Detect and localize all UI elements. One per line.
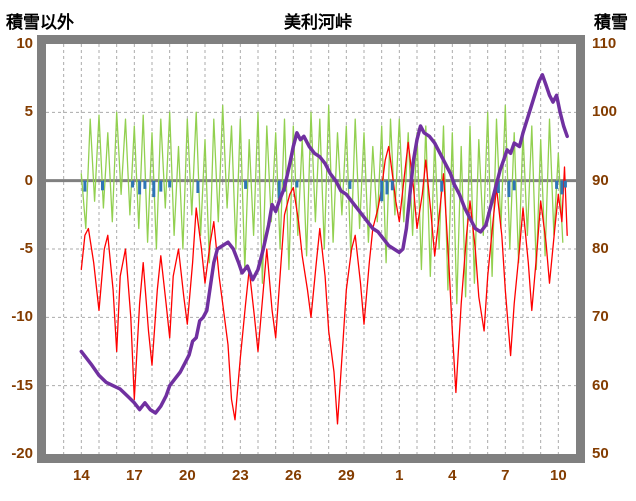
blue-bar-series bbox=[168, 180, 172, 188]
blue-bar-series bbox=[196, 180, 200, 193]
axis-tick-label: 50 bbox=[592, 445, 609, 462]
axis-tick-label: 20 bbox=[178, 467, 196, 484]
blue-bar-series bbox=[159, 180, 163, 192]
blue-bar-series bbox=[143, 180, 147, 189]
axis-tick-label: 17 bbox=[125, 467, 143, 484]
axis-tick-label: 1 bbox=[395, 467, 404, 484]
axis-tick-label: 80 bbox=[592, 240, 609, 257]
right-axis-labels: 110 100 90 80 70 60 50 bbox=[592, 0, 636, 501]
green-high-frequency-series bbox=[80, 104, 564, 305]
blue-bar-series bbox=[385, 180, 389, 195]
axis-tick-label: 26 bbox=[284, 467, 302, 484]
axis-tick-label: 5 bbox=[24, 103, 33, 121]
axis-tick-label: 23 bbox=[231, 467, 249, 484]
chart-title: 美利河峠 bbox=[284, 13, 352, 32]
blue-bar-series bbox=[138, 180, 142, 195]
axis-tick-label: 10 bbox=[16, 35, 33, 52]
axis-tick-label: 7 bbox=[501, 467, 510, 484]
blue-bar-series bbox=[101, 180, 104, 191]
blue-bar-series bbox=[83, 180, 87, 192]
axis-tick-label: 10 bbox=[549, 467, 567, 484]
purple-snow-depth-series bbox=[79, 73, 569, 415]
axis-tick-label: 29 bbox=[337, 467, 355, 484]
right-axis-title: 積雪 bbox=[594, 13, 628, 32]
blue-bar-series bbox=[563, 180, 567, 188]
axis-tick-label: 110 bbox=[592, 35, 617, 52]
left-axis-labels: 10 5 0 -5 -10 -15 -20 bbox=[0, 0, 33, 501]
blue-bar-series bbox=[512, 180, 516, 191]
axis-tick-label: -20 bbox=[11, 445, 33, 462]
blue-bar-series bbox=[152, 180, 156, 198]
blue-bar-series bbox=[440, 180, 444, 192]
axis-tick-label: 0 bbox=[24, 171, 33, 189]
axis-tick-label: 100 bbox=[592, 103, 618, 121]
blue-bar-series bbox=[348, 180, 352, 189]
axis-tick-label: -10 bbox=[11, 308, 33, 326]
axis-tick-label: 14 bbox=[72, 467, 90, 484]
axis-tick-label: -15 bbox=[11, 376, 33, 394]
blue-bar-series bbox=[380, 180, 384, 202]
axis-tick-label: -5 bbox=[19, 240, 33, 257]
left-axis-title: 積雪以外 bbox=[6, 13, 74, 32]
red-temperature-series bbox=[80, 141, 568, 425]
blue-bar-series bbox=[560, 180, 564, 195]
chart-frame bbox=[37, 35, 585, 463]
axis-tick-label: 70 bbox=[592, 308, 609, 326]
blue-bar-series bbox=[507, 180, 511, 198]
axis-tick-label: 4 bbox=[448, 467, 457, 484]
chart-canvas bbox=[46, 44, 576, 454]
blue-bar-series bbox=[390, 180, 394, 191]
axis-tick-label: 90 bbox=[592, 171, 609, 189]
blue-bar-series bbox=[131, 180, 135, 188]
blue-bar-series bbox=[244, 180, 248, 189]
blue-bar-series bbox=[555, 180, 559, 189]
axis-tick-label: 60 bbox=[592, 376, 609, 394]
x-axis-labels: 14 17 20 23 26 29 1 4 7 10 bbox=[0, 467, 636, 491]
blue-bar-series bbox=[496, 180, 500, 193]
blue-bar-series bbox=[277, 180, 281, 199]
blue-bar-series bbox=[295, 180, 299, 188]
